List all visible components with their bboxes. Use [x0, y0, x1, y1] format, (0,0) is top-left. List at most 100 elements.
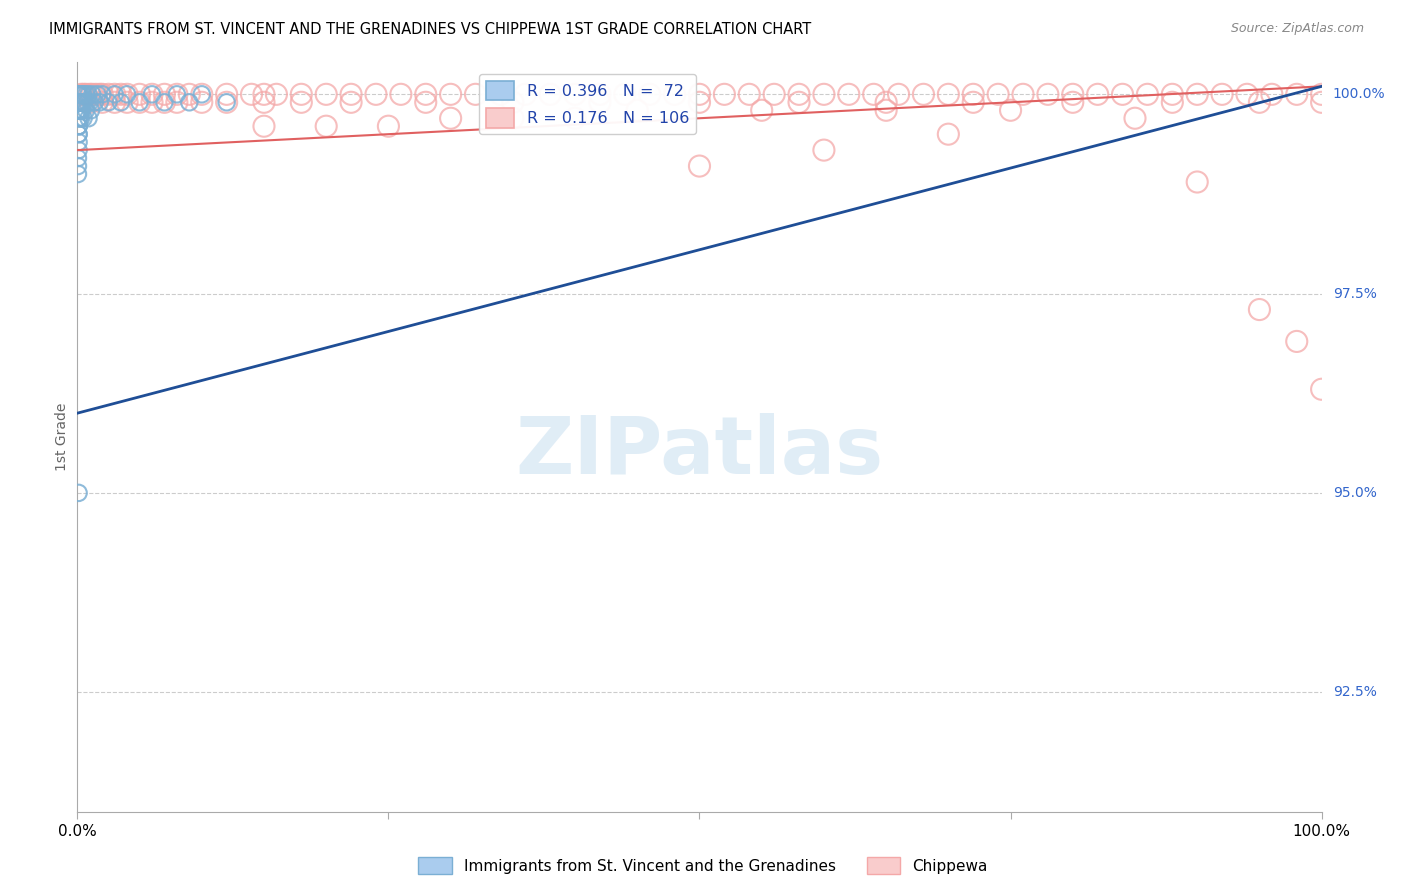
Point [66, 87, 89, 102]
Point [1012, 87, 1035, 102]
Point [80, 103, 103, 118]
Point [862, 87, 884, 102]
Point [1310, 87, 1333, 102]
Point [66, 103, 89, 118]
Point [75, 87, 97, 102]
Point [887, 87, 910, 102]
Legend: R = 0.396   N =  72, R = 0.176   N = 106: R = 0.396 N = 72, R = 0.176 N = 106 [479, 74, 696, 134]
Point [72, 112, 94, 126]
Point [340, 87, 363, 102]
Point [1236, 87, 1258, 102]
Point [215, 87, 238, 102]
Point [66, 87, 89, 102]
Point [97, 87, 120, 102]
Point [70, 87, 93, 102]
Point [66, 87, 89, 102]
Point [1161, 95, 1184, 110]
Point [179, 87, 201, 102]
Point [69, 103, 91, 118]
Point [502, 112, 524, 126]
Point [364, 87, 387, 102]
Text: Source: ZipAtlas.com: Source: ZipAtlas.com [1230, 22, 1364, 36]
Point [1187, 175, 1209, 189]
Point [67, 87, 90, 102]
Point [91, 87, 114, 102]
Point [73, 95, 96, 110]
Point [389, 87, 412, 102]
Point [66, 95, 89, 110]
Point [66, 95, 89, 110]
Point [253, 87, 276, 102]
Point [875, 103, 897, 118]
Point [66, 103, 89, 118]
Point [69, 95, 91, 110]
Y-axis label: 1st Grade: 1st Grade [55, 403, 69, 471]
Point [104, 87, 127, 102]
Point [1123, 112, 1146, 126]
Point [1036, 87, 1059, 102]
Point [141, 87, 163, 102]
Point [166, 87, 188, 102]
Text: 92.5%: 92.5% [1333, 685, 1376, 699]
Point [141, 95, 163, 110]
Point [67, 135, 90, 149]
Point [67, 95, 90, 110]
Point [77, 87, 100, 102]
Point [72, 95, 94, 110]
Point [987, 87, 1010, 102]
Point [66, 87, 89, 102]
Point [72, 87, 94, 102]
Point [290, 95, 312, 110]
Point [67, 87, 90, 102]
Point [215, 95, 238, 110]
Point [79, 95, 101, 110]
Point [538, 87, 561, 102]
Point [253, 119, 276, 133]
Point [104, 95, 127, 110]
Point [79, 95, 101, 110]
Point [738, 87, 761, 102]
Point [72, 95, 94, 110]
Point [67, 95, 90, 110]
Point [70, 103, 93, 118]
Point [141, 87, 163, 102]
Point [938, 127, 960, 141]
Point [1249, 95, 1271, 110]
Point [67, 103, 90, 118]
Point [72, 103, 94, 118]
Point [67, 87, 90, 102]
Point [1285, 87, 1308, 102]
Point [813, 87, 835, 102]
Point [1261, 87, 1284, 102]
Point [1285, 334, 1308, 349]
Point [153, 95, 176, 110]
Point [166, 95, 188, 110]
Point [67, 486, 90, 500]
Text: ZIPatlas: ZIPatlas [516, 413, 883, 491]
Point [70, 112, 93, 126]
Text: 100.0%: 100.0% [1333, 87, 1385, 102]
Point [128, 95, 150, 110]
Point [315, 87, 337, 102]
Point [67, 103, 90, 118]
Point [215, 95, 238, 110]
Point [191, 87, 214, 102]
Point [82, 87, 104, 102]
Point [626, 103, 648, 118]
Point [67, 127, 90, 141]
Point [128, 95, 150, 110]
Point [464, 87, 486, 102]
Point [838, 87, 860, 102]
Point [751, 103, 773, 118]
Point [97, 95, 120, 110]
Point [191, 87, 214, 102]
Point [86, 87, 108, 102]
Legend: Immigrants from St. Vincent and the Grenadines, Chippewa: Immigrants from St. Vincent and the Gren… [412, 851, 994, 880]
Point [1111, 87, 1133, 102]
Point [912, 87, 935, 102]
Point [191, 95, 214, 110]
Point [67, 87, 90, 102]
Point [787, 95, 810, 110]
Point [82, 87, 104, 102]
Point [166, 87, 188, 102]
